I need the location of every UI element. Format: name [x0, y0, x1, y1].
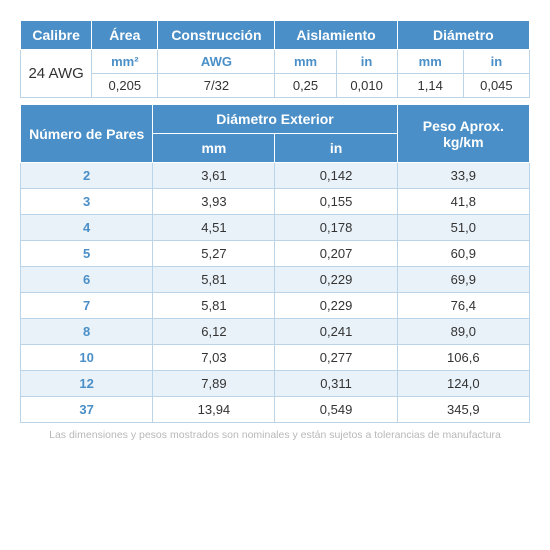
- cell-constr: 7/32: [158, 74, 275, 98]
- cell-pares: 5: [21, 241, 153, 267]
- cell-area: 0,205: [92, 74, 158, 98]
- table-row: 75,810,22976,4: [21, 293, 530, 319]
- sub-aisl-in: in: [336, 50, 397, 74]
- cell-in: 0,549: [275, 397, 397, 423]
- cell-diam-mm: 1,14: [397, 74, 463, 98]
- cell-in: 0,142: [275, 163, 397, 189]
- cell-diam-in: 0,045: [463, 74, 529, 98]
- table-row: 107,030,277106,6: [21, 345, 530, 371]
- cell-mm: 7,03: [153, 345, 275, 371]
- cell-in: 0,155: [275, 189, 397, 215]
- cell-pares: 10: [21, 345, 153, 371]
- table-row: 127,890,311124,0: [21, 371, 530, 397]
- cell-pares: 4: [21, 215, 153, 241]
- cell-in: 0,311: [275, 371, 397, 397]
- hdr-area: Área: [92, 21, 158, 50]
- hdr-diametro: Diámetro: [397, 21, 529, 50]
- sub-aisl-mm: mm: [275, 50, 336, 74]
- sub-constr: AWG: [158, 50, 275, 74]
- cell-in: 0,229: [275, 267, 397, 293]
- cell-peso: 69,9: [397, 267, 529, 293]
- cell-pares: 12: [21, 371, 153, 397]
- footnote: Las dimensiones y pesos mostrados son no…: [20, 429, 530, 441]
- cell-calibre: 24 AWG: [21, 50, 92, 98]
- cell-aisl-in: 0,010: [336, 74, 397, 98]
- cell-in: 0,229: [275, 293, 397, 319]
- cell-peso: 106,6: [397, 345, 529, 371]
- cell-mm: 5,27: [153, 241, 275, 267]
- table-row: 86,120,24189,0: [21, 319, 530, 345]
- cell-mm: 3,93: [153, 189, 275, 215]
- hdr-calibre: Calibre: [21, 21, 92, 50]
- hdr-diam-ext: Diámetro Exterior: [153, 105, 397, 134]
- table-row: 44,510,17851,0: [21, 215, 530, 241]
- cell-in: 0,207: [275, 241, 397, 267]
- cell-peso: 124,0: [397, 371, 529, 397]
- cell-peso: 33,9: [397, 163, 529, 189]
- cell-mm: 13,94: [153, 397, 275, 423]
- cell-pares: 7: [21, 293, 153, 319]
- table-row: 55,270,20760,9: [21, 241, 530, 267]
- cell-peso: 41,8: [397, 189, 529, 215]
- cell-peso: 89,0: [397, 319, 529, 345]
- cell-pares: 37: [21, 397, 153, 423]
- cell-peso: 60,9: [397, 241, 529, 267]
- cell-in: 0,178: [275, 215, 397, 241]
- cell-mm: 7,89: [153, 371, 275, 397]
- cell-pares: 2: [21, 163, 153, 189]
- hdr-aislamiento: Aislamiento: [275, 21, 397, 50]
- sub-diam-mm: mm: [397, 50, 463, 74]
- spec-table: Calibre Área Construcción Aislamiento Di…: [20, 20, 530, 98]
- hdr-in: in: [275, 134, 397, 163]
- cell-aisl-mm: 0,25: [275, 74, 336, 98]
- cell-mm: 5,81: [153, 293, 275, 319]
- hdr-mm: mm: [153, 134, 275, 163]
- hdr-peso: Peso Aprox. kg/km: [397, 105, 529, 163]
- cell-in: 0,241: [275, 319, 397, 345]
- cell-mm: 5,81: [153, 267, 275, 293]
- hdr-construccion: Construcción: [158, 21, 275, 50]
- sub-diam-in: in: [463, 50, 529, 74]
- cell-mm: 3,61: [153, 163, 275, 189]
- cell-peso: 76,4: [397, 293, 529, 319]
- sub-area: mm²: [92, 50, 158, 74]
- cell-pares: 6: [21, 267, 153, 293]
- table-row: 23,610,14233,9: [21, 163, 530, 189]
- cell-peso: 51,0: [397, 215, 529, 241]
- hdr-pares: Número de Pares: [21, 105, 153, 163]
- cell-peso: 345,9: [397, 397, 529, 423]
- cell-pares: 3: [21, 189, 153, 215]
- cell-mm: 4,51: [153, 215, 275, 241]
- cell-in: 0,277: [275, 345, 397, 371]
- table-row: 65,810,22969,9: [21, 267, 530, 293]
- cell-pares: 8: [21, 319, 153, 345]
- pairs-table: Número de Pares Diámetro Exterior Peso A…: [20, 104, 530, 423]
- table-row: 33,930,15541,8: [21, 189, 530, 215]
- cell-mm: 6,12: [153, 319, 275, 345]
- table-row: 3713,940,549345,9: [21, 397, 530, 423]
